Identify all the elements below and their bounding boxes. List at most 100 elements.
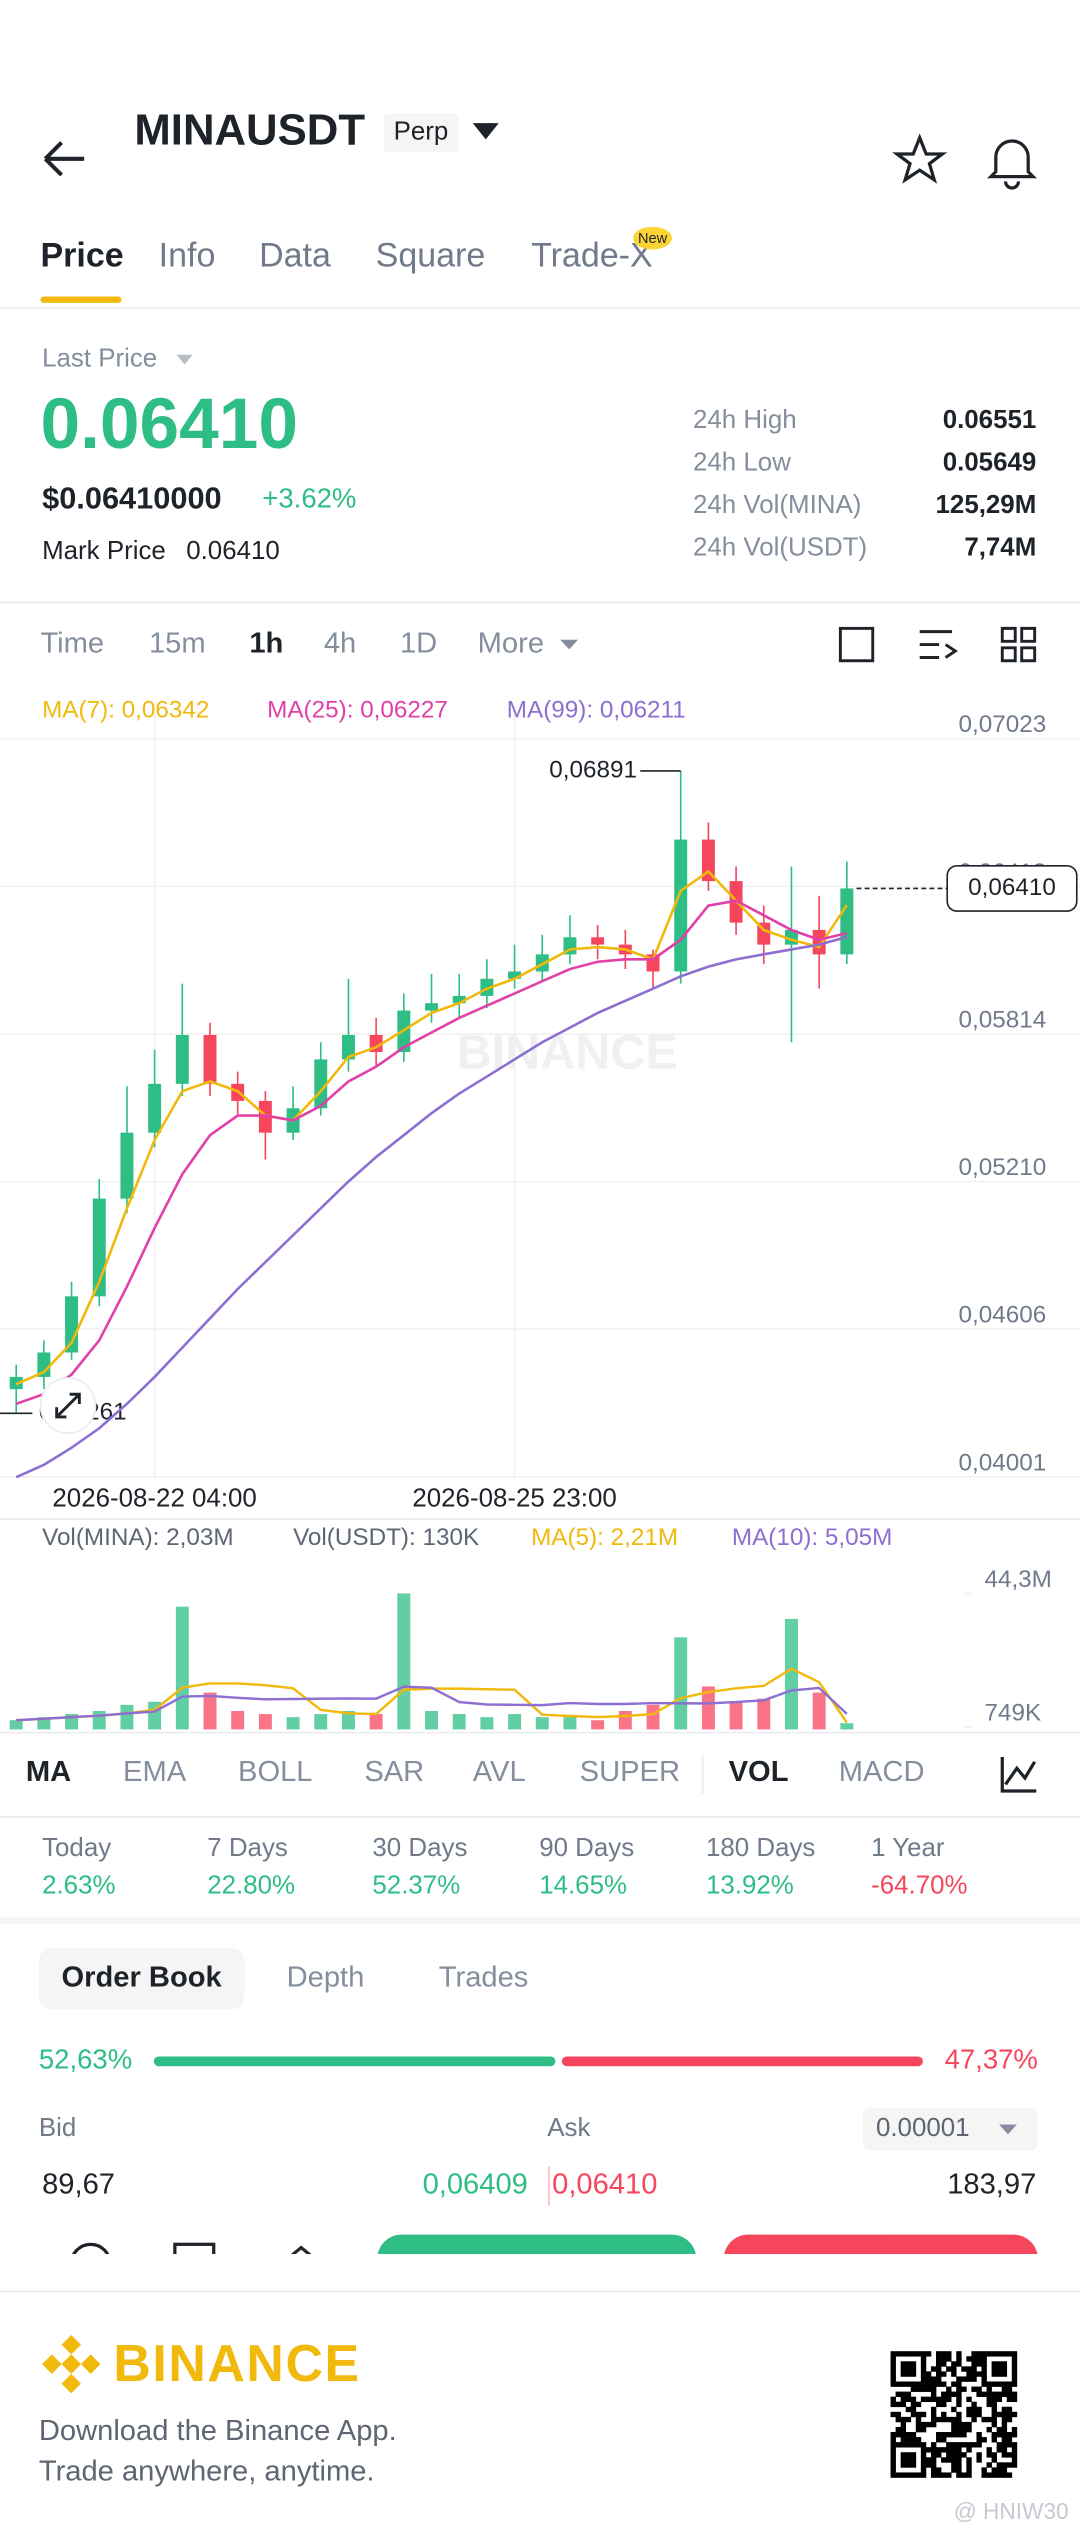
qr-cell (915, 2401, 922, 2408)
qr-cell (946, 2416, 952, 2423)
tab[interactable]: Price (40, 237, 123, 275)
qr-cell (946, 2366, 952, 2372)
qr-cell (910, 2401, 917, 2408)
interval[interactable]: Time (40, 627, 104, 659)
indicator-tab[interactable]: SUPER (580, 1756, 680, 1788)
tick-size[interactable]: 0.00001 (876, 2114, 970, 2142)
indicator-tab[interactable]: MA (26, 1756, 71, 1788)
qr-cell (956, 2351, 962, 2357)
qr-cell (986, 2462, 992, 2468)
qr-cell (986, 2381, 992, 2387)
qr-cell (936, 2371, 942, 2377)
qr-cell (890, 2472, 896, 2478)
qr-cell (956, 2462, 962, 2468)
qr-cell (991, 2437, 997, 2443)
qr-cell (956, 2401, 962, 2408)
qr-cell (925, 2376, 932, 2382)
volume-bar (840, 1723, 854, 1730)
qr-cell (910, 2437, 917, 2443)
qr-cell (925, 2462, 932, 2468)
bell-icon[interactable] (987, 139, 1037, 190)
qr-cell (920, 2426, 927, 2433)
interval[interactable]: 1D (400, 627, 437, 659)
interval[interactable]: 1h (249, 627, 283, 659)
indicator-icon[interactable] (1000, 1756, 1037, 1793)
tick-size-select[interactable] (863, 2108, 1038, 2151)
qr-cell (1001, 2437, 1008, 2443)
qr-cell (986, 2452, 992, 2458)
volume-bar (175, 1606, 189, 1730)
qr-cell (1001, 2406, 1008, 2413)
qr-cell (900, 2396, 907, 2403)
qr-cell (966, 2406, 972, 2413)
fullscreen-icon[interactable] (838, 626, 875, 663)
qr-cell (981, 2437, 987, 2443)
qr-cell (1001, 2386, 1008, 2392)
dropdown-icon[interactable] (176, 354, 193, 365)
qr-cell (946, 2351, 952, 2357)
candle-body (148, 1083, 162, 1133)
dropdown-icon[interactable] (560, 639, 579, 650)
tab[interactable]: Data (259, 237, 331, 275)
x-tick-label: 2026-08-25 23:00 (412, 1484, 616, 1512)
qr-cell (915, 2386, 922, 2392)
ma-line (15, 869, 848, 1386)
back-button[interactable] (43, 141, 85, 177)
qr-cell (946, 2457, 952, 2463)
order-book-tab[interactable]: Depth (287, 1961, 365, 1993)
interval[interactable]: More (478, 627, 544, 659)
indicator-tab[interactable]: SAR (364, 1756, 424, 1788)
last-price: 0.06410 (40, 385, 298, 464)
ma-legend: MA(7): 0,06342 (42, 696, 209, 723)
tab[interactable]: Info (159, 237, 216, 275)
favorite-icon[interactable] (892, 133, 948, 184)
qr-cell (936, 2447, 942, 2453)
interval[interactable]: 15m (149, 627, 206, 659)
settings-icon[interactable] (919, 630, 958, 659)
tab[interactable]: Square (376, 237, 486, 275)
qr-cell (991, 2432, 997, 2438)
indicator-tab[interactable]: MACD (839, 1756, 925, 1788)
dropdown-icon[interactable] (999, 2124, 1017, 2135)
qr-cell (996, 2371, 1003, 2377)
qr-cell (996, 2391, 1003, 2397)
qr-cell (986, 2386, 992, 2392)
qr-cell (981, 2472, 987, 2478)
layout-icon[interactable] (1000, 626, 1037, 663)
order-book-tab[interactable]: Order Book (62, 1961, 223, 1993)
qr-cell (920, 2371, 927, 2377)
indicator-tab[interactable]: BOLL (238, 1756, 312, 1788)
interval[interactable]: 4h (324, 627, 356, 659)
qr-cell (1006, 2432, 1013, 2438)
qr-cell (900, 2371, 907, 2377)
footer-bg (0, 2254, 1080, 2544)
qr-cell (956, 2452, 962, 2458)
qr-cell (976, 2386, 982, 2392)
qr-cell (961, 2366, 967, 2372)
qr-cell (900, 2416, 907, 2423)
qr-cell (890, 2356, 896, 2362)
qr-cell (895, 2416, 901, 2423)
qr-cell (930, 2386, 937, 2392)
indicator-tab[interactable]: VOL (729, 1756, 789, 1788)
expand-button[interactable] (39, 1377, 97, 1434)
indicator-tab[interactable]: EMA (123, 1756, 187, 1788)
order-book-tab-bg[interactable] (38, 1948, 245, 2010)
tab[interactable]: Trade-X (531, 237, 653, 275)
performance-label: 1 Year (871, 1834, 945, 1862)
indicator-tab[interactable]: AVL (473, 1756, 526, 1788)
qr-cell (936, 2376, 942, 2382)
label: Ask (547, 2114, 590, 2142)
order-book-tab[interactable]: Trades (439, 1961, 529, 1993)
qr-cell (956, 2421, 962, 2428)
qr-cell (920, 2411, 927, 2418)
qr-cell (951, 2406, 957, 2413)
candle-body (840, 888, 854, 955)
qr-cell (976, 2391, 982, 2397)
qr-cell (956, 2457, 962, 2463)
qr-cell (941, 2356, 947, 2362)
qr-cell (900, 2452, 907, 2458)
qr-cell (986, 2416, 992, 2423)
symbol-dropdown[interactable] (472, 123, 499, 140)
